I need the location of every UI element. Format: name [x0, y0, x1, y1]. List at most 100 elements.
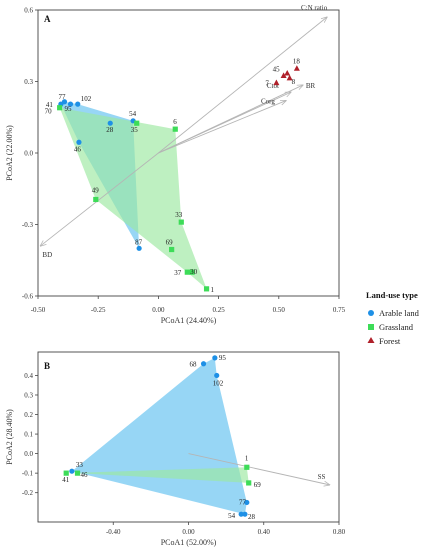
y-tick-label: -0.3 — [22, 221, 34, 229]
point-label: 1 — [245, 454, 249, 462]
point-forest — [286, 74, 293, 81]
legend-title: Land-use type — [366, 290, 418, 300]
point-label: 30 — [190, 268, 198, 276]
point-arable — [212, 355, 218, 361]
y-tick-label: -0.1 — [22, 470, 34, 478]
point-label: 102 — [213, 379, 224, 387]
point-arable — [107, 120, 113, 126]
point-grassland — [169, 246, 175, 253]
x-tick-label: -0.25 — [91, 306, 106, 314]
point-grassland — [246, 480, 252, 486]
point-label: 8 — [292, 78, 296, 86]
legend: Land-use type Arable land Grassland Fore… — [366, 290, 420, 346]
vector-label: Ctot — [267, 82, 279, 90]
y-tick-label: -0.6 — [22, 293, 34, 301]
point-forest — [293, 65, 300, 71]
vector-label: BD — [42, 251, 52, 259]
point-grassland — [172, 126, 178, 132]
hull-grassland — [59, 107, 207, 289]
point-label: 45 — [273, 66, 281, 74]
point-label: 35 — [131, 126, 139, 134]
point-arable — [244, 499, 250, 506]
legend-marker-arable — [368, 310, 374, 316]
point-label: 95 — [219, 354, 227, 362]
y-axis-title: PCoA2 (28.40%) — [5, 409, 14, 465]
vector-label: Corg — [261, 98, 275, 106]
point-grassland — [74, 470, 81, 476]
y-tick-label: 0.0 — [24, 150, 33, 158]
y-tick-label: 0.2 — [24, 411, 33, 419]
point-grassland — [203, 286, 210, 292]
x-tick-label: -0.40 — [106, 528, 121, 536]
vector-label: C:N ratio — [301, 4, 328, 12]
point-grassland — [184, 269, 190, 275]
point-label: 69 — [254, 481, 262, 489]
y-tick-label: 0.3 — [24, 78, 33, 86]
y-tick-label: 0.6 — [24, 7, 33, 15]
vector-label: SS — [318, 473, 326, 481]
point-label: 95 — [65, 105, 73, 113]
point-arable — [214, 372, 220, 379]
x-axis-title: PCoA1 (24.40%) — [161, 316, 217, 325]
x-tick-label: 0.80 — [333, 528, 346, 536]
legend-marker-forest — [367, 337, 375, 343]
legend-label-grassland: Grassland — [379, 322, 414, 332]
point-label: 70 — [45, 108, 53, 116]
panel-letter: A — [44, 14, 51, 24]
point-arable — [69, 468, 75, 474]
point-grassland — [57, 105, 63, 111]
point-arable — [238, 511, 244, 517]
point-label: 46 — [74, 145, 82, 153]
y-axis-title: PCoA2 (22.00%) — [5, 125, 14, 181]
point-grassland — [134, 120, 140, 126]
x-tick-label: 0.00 — [182, 528, 195, 536]
vector-bd — [40, 152, 159, 246]
x-tick-label: 0.25 — [212, 306, 225, 314]
point-label: 28 — [248, 513, 256, 521]
point-label: 54 — [228, 512, 236, 520]
point-label: 41 — [46, 101, 54, 109]
point-grassland — [178, 219, 184, 225]
point-label: 69 — [166, 239, 174, 247]
point-label: 1 — [211, 286, 215, 294]
point-grassland — [63, 470, 69, 476]
point-arable — [75, 101, 81, 107]
y-tick-label: 0.0 — [24, 450, 33, 458]
y-tick-label: 0.3 — [24, 391, 33, 399]
point-label: 46 — [81, 471, 89, 479]
point-grassland — [93, 196, 99, 203]
point-label: 28 — [106, 126, 114, 134]
point-label: 68 — [190, 361, 198, 369]
x-tick-label: -0.50 — [31, 306, 46, 314]
panel-letter: B — [44, 361, 50, 371]
point-label: 6 — [173, 118, 177, 126]
x-tick-label: 0.00 — [152, 306, 165, 314]
point-grassland — [244, 464, 250, 470]
hull-grassland — [66, 467, 249, 483]
vector-ctot — [158, 92, 290, 154]
point-arable — [76, 139, 82, 145]
y-tick-label: 0.4 — [24, 372, 33, 380]
point-grassland — [189, 269, 195, 275]
point-label: 33 — [76, 461, 84, 469]
vector-ss — [188, 453, 330, 485]
vector-corg — [158, 101, 286, 154]
point-arable — [136, 245, 142, 251]
point-label: 7 — [265, 80, 269, 88]
legend-label-forest: Forest — [379, 336, 401, 346]
vector-label: BR — [306, 82, 316, 90]
x-axis-title: PCoA1 (52.00%) — [161, 538, 217, 547]
point-label: 87 — [135, 238, 143, 246]
point-label: 54 — [129, 110, 137, 118]
point-label: 18 — [293, 57, 301, 65]
point-arable — [200, 361, 207, 367]
y-tick-label: -0.2 — [22, 489, 34, 497]
y-tick-label: 0.1 — [24, 431, 33, 439]
point-arable — [67, 101, 74, 107]
point-label: 77 — [239, 498, 247, 506]
point-arable — [242, 511, 248, 517]
point-label: 77 — [58, 93, 66, 101]
